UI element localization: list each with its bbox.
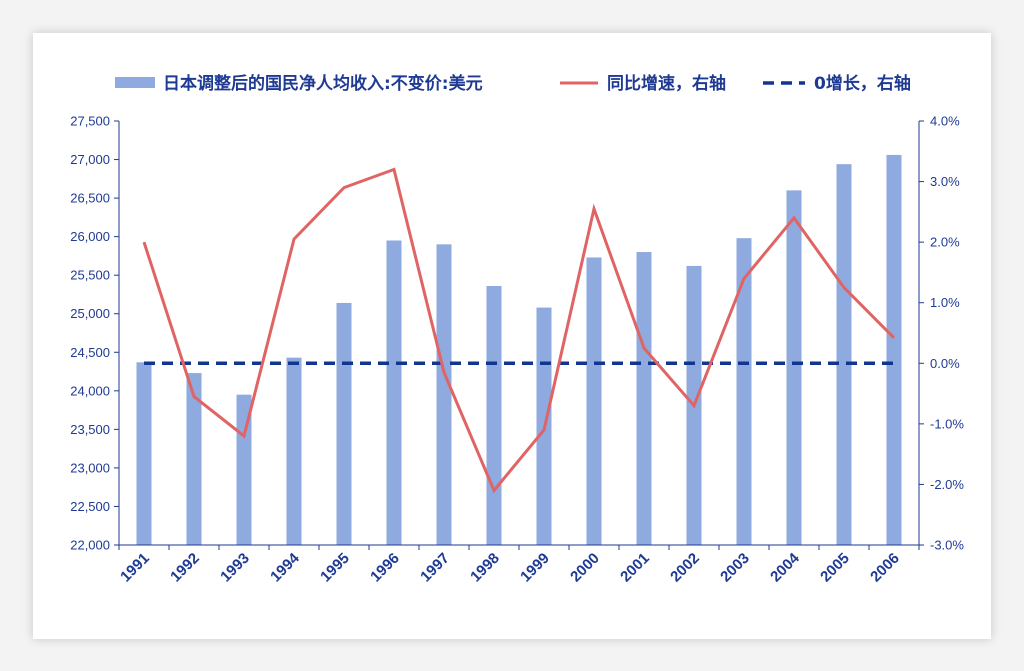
legend-zero-label: 0增长，右轴	[814, 73, 911, 94]
bar-1997	[436, 244, 452, 545]
left-tick-label: 23,500	[70, 422, 110, 437]
left-tick-label: 27,000	[70, 152, 110, 167]
x-tick-label-2004: 2004	[767, 549, 803, 585]
left-tick-label: 26,000	[70, 229, 110, 244]
legend: 日本调整后的国民净人均收入:不变价:美元 同比增速，右轴 0增长，右轴	[115, 73, 911, 94]
x-tick-label-1997: 1997	[417, 550, 453, 586]
right-tick-label: 0.0%	[930, 356, 960, 371]
left-tick-label: 22,500	[70, 499, 110, 514]
left-tick-label: 23,000	[70, 460, 110, 475]
x-tick-label-1992: 1992	[167, 550, 203, 586]
right-tick-label: -2.0%	[930, 477, 964, 492]
left-tick-label: 24,000	[70, 383, 110, 398]
right-tick-label: 2.0%	[930, 235, 960, 250]
bar-2003	[736, 238, 752, 546]
axes: 22,000 22,500 23,000 23,500 24,000 24,500 25,0…	[70, 114, 964, 586]
right-tick-label: -3.0%	[930, 538, 964, 553]
bar-1994	[286, 357, 302, 545]
bar-2006	[886, 154, 902, 546]
left-tick-label: 27,500	[70, 114, 110, 129]
x-tick-label-1996: 1996	[367, 550, 403, 586]
right-tick-label: 3.0%	[930, 174, 960, 189]
bar-2000	[586, 257, 602, 545]
legend-growth-label: 同比增速，右轴	[607, 73, 726, 94]
left-tick-label: 25,000	[70, 306, 110, 321]
left-tick-label: 24,500	[70, 345, 110, 360]
chart-card: 日本调整后的国民净人均收入:不变价:美元 同比增速，右轴 0增长，右轴 22,000…	[33, 33, 991, 639]
x-tick-label-2000: 2000	[567, 550, 603, 586]
bar-1995	[336, 302, 352, 545]
bar-1991	[136, 362, 152, 545]
growth-polyline	[142, 167, 896, 494]
x-tick-label-2002: 2002	[667, 550, 703, 586]
x-tick-label-1995: 1995	[317, 550, 353, 586]
growth-rate-line	[142, 167, 896, 494]
right-tick-label: -1.0%	[930, 416, 964, 431]
x-tick-label-2005: 2005	[817, 550, 853, 586]
left-tick-label: 25,500	[70, 268, 110, 283]
x-tick-label-1998: 1998	[467, 550, 503, 586]
left-tick-label: 26,500	[70, 191, 110, 206]
x-tick-label-1993: 1993	[217, 550, 253, 586]
legend-bar-swatch	[115, 77, 155, 88]
combo-chart: 日本调整后的国民净人均收入:不变价:美元 同比增速，右轴 0增长，右轴 22,000…	[70, 73, 964, 586]
bar-2004	[786, 190, 802, 545]
bar-2005	[836, 164, 852, 546]
legend-bar-label: 日本调整后的国民净人均收入:不变价:美元	[163, 73, 483, 94]
bar-2001	[636, 252, 652, 545]
x-tick-label-2006: 2006	[867, 550, 903, 586]
x-tick-label-1999: 1999	[517, 550, 553, 586]
bar-1998	[486, 285, 502, 545]
bar-series	[136, 154, 902, 546]
left-tick-label: 22,000	[70, 538, 110, 553]
bar-1992	[186, 373, 202, 545]
right-tick-label: 1.0%	[930, 295, 960, 310]
right-tick-label: 4.0%	[930, 114, 960, 129]
x-tick-label-1991: 1991	[117, 550, 153, 586]
x-tick-label-2001: 2001	[617, 550, 653, 586]
bar-1996	[386, 240, 402, 545]
x-tick-label-1994: 1994	[267, 549, 303, 585]
x-tick-label-2003: 2003	[717, 550, 753, 586]
